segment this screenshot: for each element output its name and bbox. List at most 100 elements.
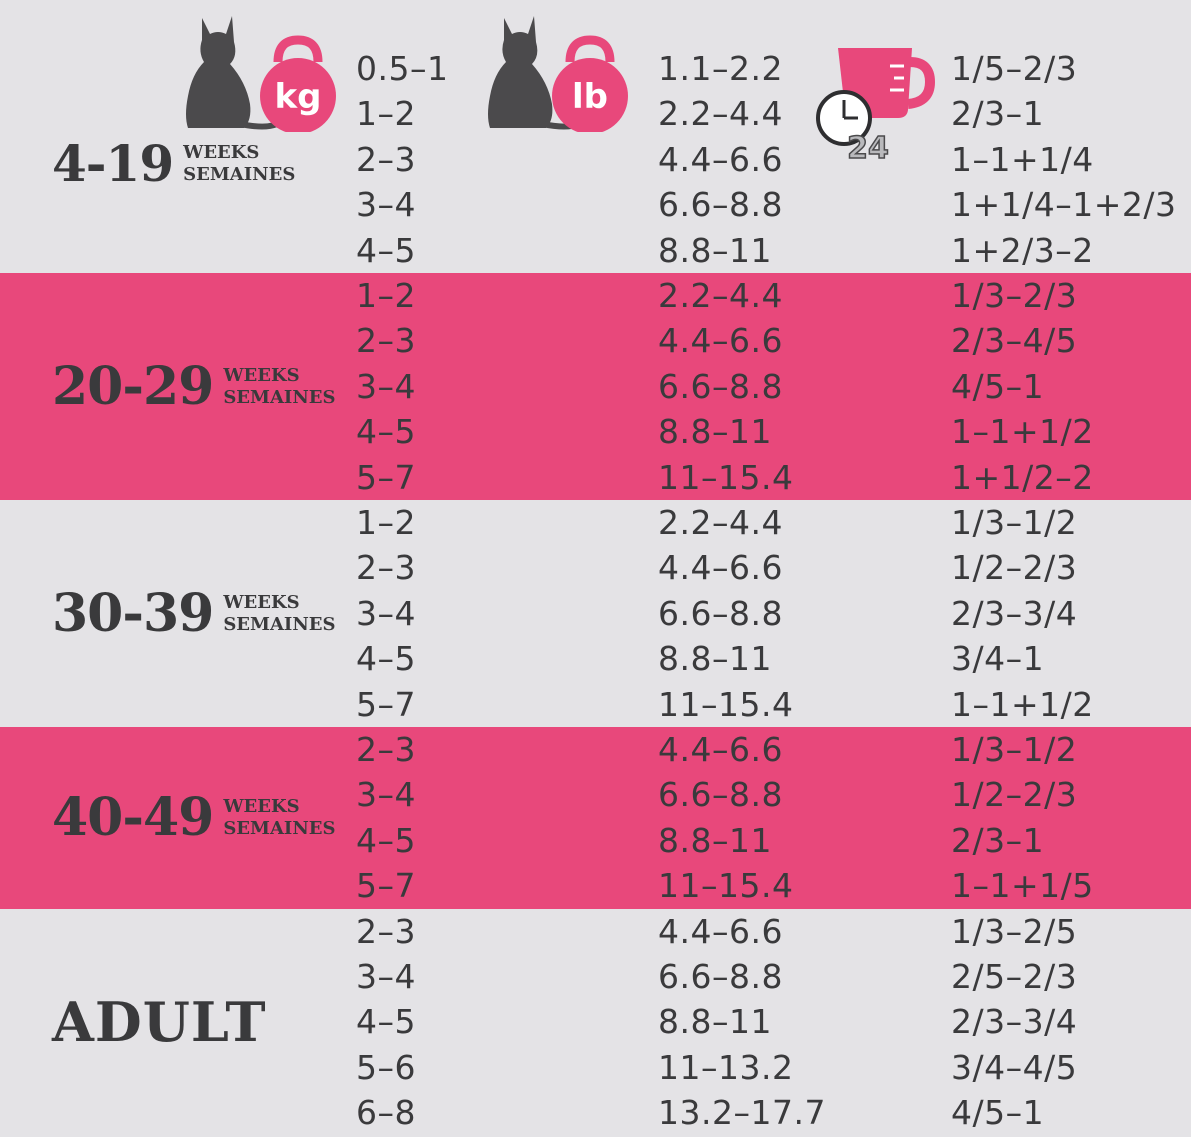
table-cell-cups: 3/4–4/5 [951, 1047, 1078, 1087]
kg-header: kg [180, 12, 340, 134]
table-cell-cups: 1/2–2/3 [951, 548, 1078, 588]
table-cell-cups: 1/5–2/3 [951, 49, 1078, 88]
table-cell-cups: 1/2–2/3 [951, 775, 1078, 815]
table-cell-kg: 4–5 [356, 230, 416, 270]
age-group-label: 30-39 WEEKS SEMAINES [52, 581, 336, 647]
table-cell-kg: 0.5–1 [356, 49, 449, 88]
cat-kettlebell-kg-icon: kg [186, 16, 336, 134]
table-cell-cups: 3/4–1 [951, 639, 1045, 679]
kettlebell-icon: lb [552, 35, 628, 134]
table-cell-cups: 1/3–2/5 [951, 911, 1078, 951]
age-group-band [0, 727, 1191, 909]
table-cell-lb: 6.6–8.8 [658, 775, 783, 815]
table-cell-cups: 4/5–1 [951, 366, 1045, 406]
cat-kettlebell-lb-icon: lb [488, 16, 628, 134]
age-unit: WEEKS SEMAINES [223, 796, 335, 840]
table-cell-cups: 2/3–4/5 [951, 321, 1078, 361]
table-cell-lb: 4.4–6.6 [658, 548, 783, 588]
table-cell-cups: 1/3–1/2 [951, 730, 1078, 769]
table-cell-lb: 6.6–8.8 [658, 957, 783, 996]
table-cell-kg: 3–4 [356, 957, 416, 996]
age-unit-fr: SEMAINES [223, 613, 336, 635]
table-cell-kg: 6–8 [356, 1093, 416, 1133]
lb-label: lb [572, 77, 608, 117]
lb-header: lb [482, 12, 642, 134]
age-group-label: 40-49 WEEKS SEMAINES [52, 785, 336, 851]
table-cell-kg: 5–7 [356, 457, 416, 497]
table-cell-cups: 1–1+1/4 [951, 139, 1094, 179]
table-cell-kg: 1–2 [356, 276, 416, 315]
age-group-band [0, 273, 1191, 500]
table-cell-lb: 8.8–11 [658, 230, 772, 270]
table-cell-lb: 4.4–6.6 [658, 911, 783, 951]
age-unit-en: WEEKS [223, 364, 300, 386]
table-cell-cups: 4/5–1 [951, 1093, 1045, 1133]
table-cell-lb: 8.8–11 [658, 412, 772, 452]
table-cell-lb: 6.6–8.8 [658, 366, 783, 406]
table-cell-lb: 11–15.4 [658, 457, 794, 497]
table-cell-kg: 5–7 [356, 866, 416, 906]
table-cell-lb: 11–13.2 [658, 1047, 794, 1087]
table-cell-cups: 1/3–1/2 [951, 503, 1078, 542]
table-cell-lb: 6.6–8.8 [658, 185, 783, 225]
age-group-label: ADULT [52, 989, 267, 1055]
table-cell-cups: 2/3–1 [951, 820, 1045, 860]
table-cell-kg: 2–3 [356, 911, 416, 951]
table-cell-kg: 4–5 [356, 412, 416, 452]
cups-header: 24 [812, 40, 942, 170]
table-cell-kg: 2–3 [356, 321, 416, 361]
table-cell-lb: 13.2–17.7 [658, 1093, 826, 1133]
kettlebell-icon: kg [260, 35, 336, 134]
table-cell-cups: 2/3–1 [951, 94, 1045, 134]
table-cell-kg: 3–4 [356, 775, 416, 815]
table-cell-lb: 8.8–11 [658, 820, 772, 860]
table-cell-kg: 3–4 [356, 593, 416, 633]
table-cell-cups: 2/3–3/4 [951, 1002, 1078, 1042]
table-cell-cups: 1–1+1/2 [951, 684, 1094, 724]
table-cell-cups: 2/3–3/4 [951, 593, 1078, 633]
table-cell-lb: 4.4–6.6 [658, 321, 783, 361]
table-cell-lb: 8.8–11 [658, 639, 772, 679]
table-cell-lb: 2.2–4.4 [658, 276, 783, 315]
cat-silhouette-icon [488, 16, 553, 128]
table-cell-kg: 1–2 [356, 94, 416, 134]
table-cell-kg: 1–2 [356, 503, 416, 542]
table-cell-lb: 11–15.4 [658, 684, 794, 724]
table-cell-cups: 1+2/3–2 [951, 230, 1094, 270]
table-cell-cups: 1/3–2/3 [951, 276, 1078, 315]
table-cell-kg: 2–3 [356, 730, 416, 769]
clock-24-label: 24 [847, 131, 889, 166]
age-group-label: 20-29 WEEKS SEMAINES [52, 354, 336, 420]
age-unit-fr: SEMAINES [223, 817, 336, 839]
table-cell-kg: 4–5 [356, 820, 416, 860]
table-cell-lb: 6.6–8.8 [658, 593, 783, 633]
age-unit: WEEKS SEMAINES [223, 592, 335, 636]
age-group-label: 4-19 WEEKS SEMAINES [52, 131, 295, 197]
kg-label: kg [275, 77, 322, 117]
age-range: ADULT [52, 990, 267, 1055]
table-cell-cups: 1+1/4–1+2/3 [951, 185, 1177, 225]
table-cell-lb: 8.8–11 [658, 1002, 772, 1042]
table-cell-kg: 4–5 [356, 1002, 416, 1042]
measuring-cup-clock-icon: 24 [816, 48, 936, 167]
table-cell-lb: 4.4–6.6 [658, 730, 783, 769]
table-cell-cups: 1–1+1/5 [951, 866, 1094, 906]
table-cell-lb: 11–15.4 [658, 866, 794, 906]
table-cell-kg: 2–3 [356, 548, 416, 588]
table-cell-lb: 2.2–4.4 [658, 94, 783, 134]
cat-silhouette-icon [186, 16, 251, 128]
table-cell-kg: 4–5 [356, 639, 416, 679]
table-cell-kg: 3–4 [356, 366, 416, 406]
table-cell-cups: 1+1/2–2 [951, 457, 1094, 497]
age-unit-en: WEEKS [223, 795, 300, 817]
age-unit-en: WEEKS [223, 591, 300, 613]
age-range: 40-49 [52, 787, 214, 849]
age-range: 30-39 [52, 583, 214, 644]
table-cell-lb: 4.4–6.6 [658, 139, 783, 179]
table-cell-kg: 5–6 [356, 1047, 416, 1087]
age-unit-en: WEEKS [183, 141, 260, 163]
age-range: 20-29 [52, 356, 214, 417]
clock-icon: 24 [816, 90, 890, 167]
table-cell-cups: 1–1+1/2 [951, 412, 1094, 452]
age-unit-fr: SEMAINES [183, 163, 296, 185]
